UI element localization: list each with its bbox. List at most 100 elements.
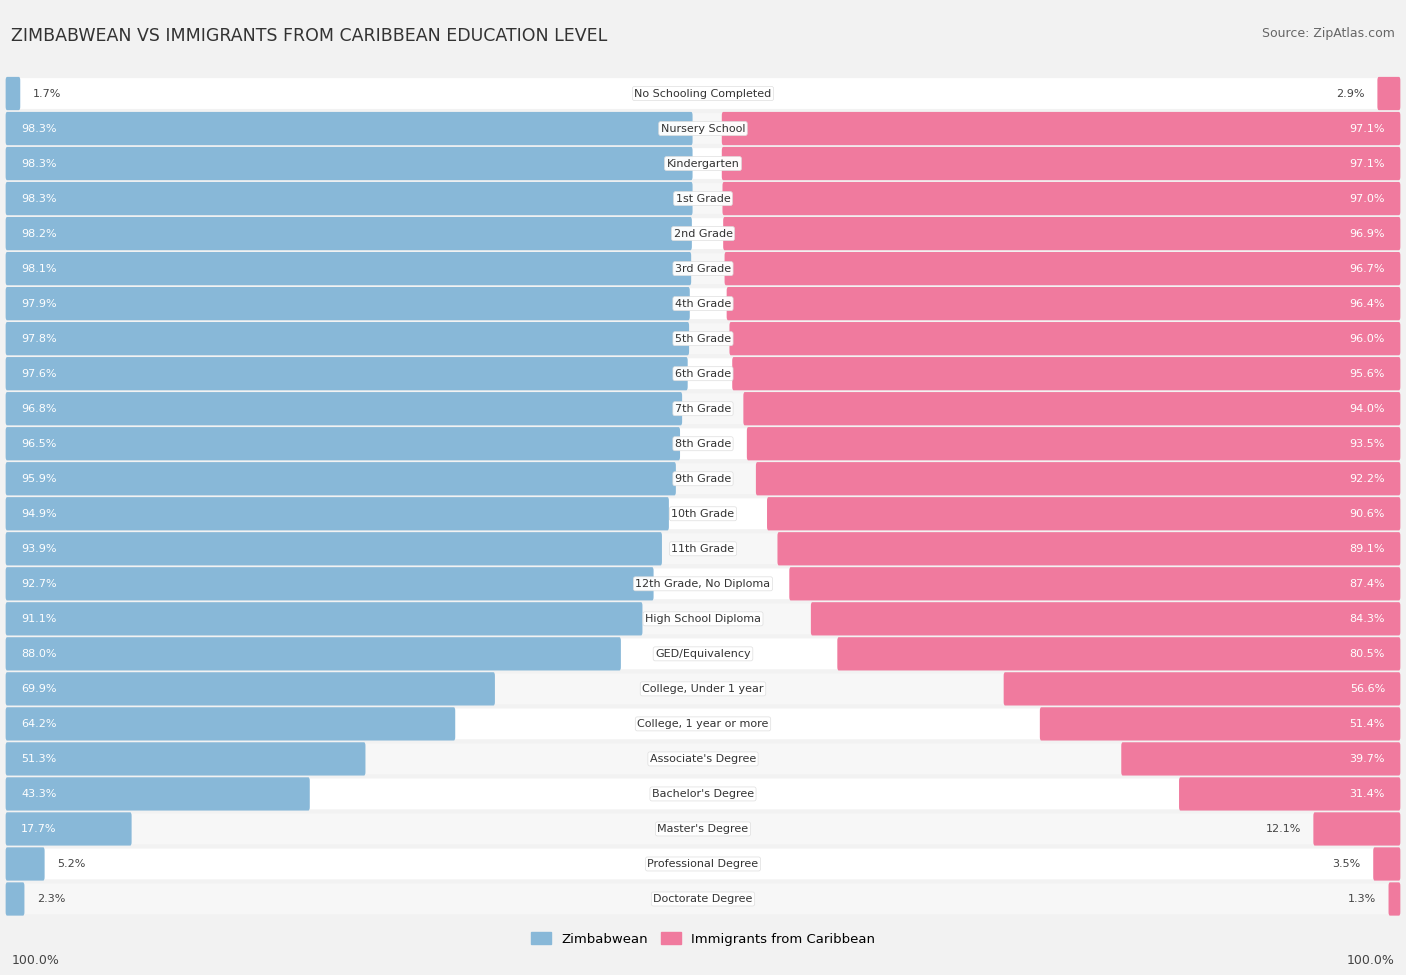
Text: 1st Grade: 1st Grade [676,194,730,204]
Text: 84.3%: 84.3% [1350,614,1385,624]
Text: No Schooling Completed: No Schooling Completed [634,89,772,98]
Text: Doctorate Degree: Doctorate Degree [654,894,752,904]
Text: 5.2%: 5.2% [58,859,86,869]
Text: Associate's Degree: Associate's Degree [650,754,756,763]
Text: 51.4%: 51.4% [1350,719,1385,729]
Text: 3rd Grade: 3rd Grade [675,263,731,274]
Text: GED/Equivalency: GED/Equivalency [655,648,751,659]
Text: 87.4%: 87.4% [1350,579,1385,589]
FancyBboxPatch shape [768,497,1400,530]
FancyBboxPatch shape [1313,812,1400,845]
FancyBboxPatch shape [811,603,1400,636]
FancyBboxPatch shape [6,532,662,566]
Text: College, Under 1 year: College, Under 1 year [643,683,763,694]
Text: 90.6%: 90.6% [1350,509,1385,519]
Text: 97.9%: 97.9% [21,298,56,309]
Text: 98.3%: 98.3% [21,124,56,134]
Text: 69.9%: 69.9% [21,683,56,694]
FancyBboxPatch shape [7,848,1399,879]
FancyBboxPatch shape [6,182,693,215]
Text: College, 1 year or more: College, 1 year or more [637,719,769,729]
FancyBboxPatch shape [721,147,1400,180]
Text: 96.0%: 96.0% [1350,333,1385,343]
Text: ZIMBABWEAN VS IMMIGRANTS FROM CARIBBEAN EDUCATION LEVEL: ZIMBABWEAN VS IMMIGRANTS FROM CARIBBEAN … [11,27,607,45]
FancyBboxPatch shape [7,533,1399,565]
Text: 100.0%: 100.0% [1347,955,1395,967]
Text: 6th Grade: 6th Grade [675,369,731,378]
Text: 88.0%: 88.0% [21,648,56,659]
FancyBboxPatch shape [6,812,132,845]
Text: Master's Degree: Master's Degree [658,824,748,834]
Text: 93.9%: 93.9% [21,544,56,554]
Text: Source: ZipAtlas.com: Source: ZipAtlas.com [1261,27,1395,40]
FancyBboxPatch shape [6,392,682,425]
Text: 31.4%: 31.4% [1350,789,1385,799]
Text: 96.5%: 96.5% [21,439,56,448]
FancyBboxPatch shape [7,358,1399,389]
FancyBboxPatch shape [7,813,1399,844]
FancyBboxPatch shape [6,252,692,286]
Text: 56.6%: 56.6% [1350,683,1385,694]
FancyBboxPatch shape [7,568,1399,600]
FancyBboxPatch shape [7,709,1399,739]
Text: 98.1%: 98.1% [21,263,56,274]
Text: 64.2%: 64.2% [21,719,56,729]
Text: 98.3%: 98.3% [21,159,56,169]
Text: 2.9%: 2.9% [1336,89,1365,98]
FancyBboxPatch shape [723,217,1400,251]
FancyBboxPatch shape [721,112,1400,145]
FancyBboxPatch shape [6,497,669,530]
Text: 1.3%: 1.3% [1348,894,1376,904]
Text: 100.0%: 100.0% [11,955,59,967]
Text: 97.6%: 97.6% [21,369,56,378]
FancyBboxPatch shape [6,112,693,145]
FancyBboxPatch shape [1040,707,1400,741]
Text: 97.8%: 97.8% [21,333,56,343]
Text: 8th Grade: 8th Grade [675,439,731,448]
Text: 80.5%: 80.5% [1350,648,1385,659]
Text: 10th Grade: 10th Grade [672,509,734,519]
FancyBboxPatch shape [7,289,1399,319]
FancyBboxPatch shape [7,498,1399,529]
Text: 89.1%: 89.1% [1350,544,1385,554]
FancyBboxPatch shape [6,603,643,636]
FancyBboxPatch shape [727,287,1400,320]
FancyBboxPatch shape [1389,882,1400,916]
FancyBboxPatch shape [7,674,1399,704]
FancyBboxPatch shape [6,77,20,110]
FancyBboxPatch shape [6,672,495,706]
FancyBboxPatch shape [6,742,366,775]
Text: 2nd Grade: 2nd Grade [673,228,733,239]
Text: 97.1%: 97.1% [1350,124,1385,134]
Text: 12th Grade, No Diploma: 12th Grade, No Diploma [636,579,770,589]
Text: Bachelor's Degree: Bachelor's Degree [652,789,754,799]
Text: Professional Degree: Professional Degree [647,859,759,869]
FancyBboxPatch shape [744,392,1400,425]
FancyBboxPatch shape [747,427,1400,460]
Text: 94.9%: 94.9% [21,509,56,519]
FancyBboxPatch shape [1180,777,1400,810]
Text: 43.3%: 43.3% [21,789,56,799]
FancyBboxPatch shape [7,78,1399,109]
FancyBboxPatch shape [7,778,1399,809]
Text: 17.7%: 17.7% [21,824,56,834]
Text: 97.1%: 97.1% [1350,159,1385,169]
FancyBboxPatch shape [6,638,621,671]
FancyBboxPatch shape [7,393,1399,424]
FancyBboxPatch shape [6,847,45,880]
FancyBboxPatch shape [1374,847,1400,880]
FancyBboxPatch shape [6,357,688,390]
Text: 39.7%: 39.7% [1350,754,1385,763]
FancyBboxPatch shape [6,567,654,601]
FancyBboxPatch shape [7,218,1399,249]
FancyBboxPatch shape [6,287,690,320]
Text: 1.7%: 1.7% [32,89,60,98]
Text: 51.3%: 51.3% [21,754,56,763]
FancyBboxPatch shape [7,463,1399,494]
Text: 96.9%: 96.9% [1350,228,1385,239]
FancyBboxPatch shape [724,252,1400,286]
FancyBboxPatch shape [7,113,1399,144]
Text: 98.2%: 98.2% [21,228,56,239]
FancyBboxPatch shape [778,532,1400,566]
FancyBboxPatch shape [6,322,689,355]
